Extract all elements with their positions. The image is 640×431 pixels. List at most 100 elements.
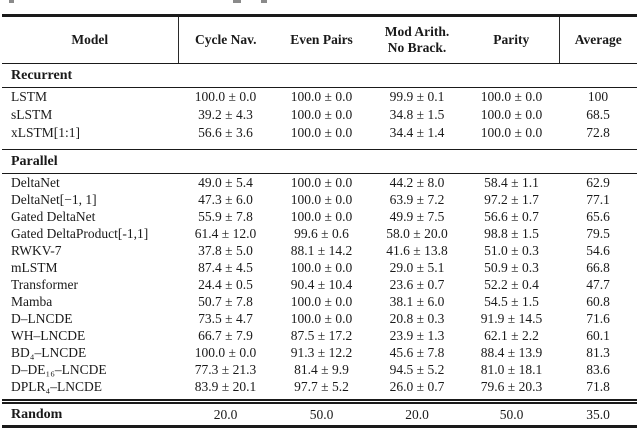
model-cell: D–DE₁₆–LNCDE (11, 361, 107, 377)
value-cell: 81.3 (586, 344, 610, 360)
value-cell: 100.0 ± 0.0 (290, 174, 353, 190)
value-cell: 34.8 ± 1.5 (389, 107, 445, 122)
table-row-deltanet-1-1: DeltaNet[−1, 1] 47.3 ± 6.0 100.0 ± 0.0 6… (2, 191, 637, 208)
col-header-parity: Parity (464, 15, 559, 64)
value-cell: 24.4 ± 0.5 (198, 276, 253, 292)
value-cell: 44.2 ± 8.0 (389, 174, 445, 190)
value-cell: 83.6 (586, 361, 610, 377)
model-cell: DPLR₄–LNCDE (11, 378, 102, 394)
table-row-rwkv7: RWKV-7 37.8 ± 5.0 88.1 ± 14.2 41.6 ± 13.… (2, 242, 637, 259)
table-row-lstm: LSTM 100.0 ± 0.0 100.0 ± 0.0 99.9 ± 0.1 … (2, 88, 637, 107)
value-cell: 81.0 ± 18.1 (480, 361, 543, 377)
col-header-cycle-nav-label: Cycle Nav. (195, 32, 257, 48)
table-row-dplr4-lncde: DPLR₄–LNCDE 83.9 ± 20.1 97.7 ± 5.2 26.0 … (2, 378, 637, 395)
value-cell: 52.2 ± 0.4 (484, 276, 539, 292)
col-header-average: Average (558, 15, 637, 64)
value-cell: 90.4 ± 10.4 (290, 276, 353, 292)
value-cell: 91.9 ± 14.5 (480, 310, 543, 326)
value-cell: 38.1 ± 6.0 (389, 293, 445, 309)
value-cell: 34.4 ± 1.4 (389, 125, 445, 140)
value-cell: 29.0 ± 5.1 (389, 259, 445, 275)
table-row-random: Random 20.0 50.0 20.0 50.0 35.0 (2, 399, 637, 427)
col-header-model: Model (2, 15, 178, 64)
value-cell: 81.4 ± 9.9 (294, 361, 349, 377)
value-cell: 20.0 (178, 399, 273, 427)
caption-remnant (261, 0, 267, 3)
value-cell: 99.9 ± 0.1 (389, 89, 445, 104)
section-gap (2, 142, 637, 150)
section-title: Parallel (2, 149, 637, 174)
value-cell: 91.3 ± 12.2 (290, 344, 353, 360)
model-cell: RWKV-7 (11, 242, 62, 258)
model-cell: mLSTM (11, 259, 58, 275)
value-cell: 23.9 ± 1.3 (389, 327, 445, 343)
header-row: Model Cycle Nav. Even Pairs Mod Arith. No… (2, 15, 637, 64)
value-cell: 62.9 (586, 174, 610, 190)
value-cell: 63.9 ± 7.2 (389, 191, 445, 207)
section-title: Recurrent (2, 63, 637, 88)
value-cell: 100.0 ± 0.0 (290, 125, 353, 140)
value-cell: 88.4 ± 13.9 (480, 344, 543, 360)
value-cell: 37.8 ± 5.0 (198, 242, 253, 258)
value-cell: 65.6 (586, 208, 610, 224)
table-row-slstm: sLSTM 39.2 ± 4.3 100.0 ± 0.0 34.8 ± 1.5 … (2, 106, 637, 124)
value-cell: 100.0 ± 0.0 (290, 107, 353, 122)
value-cell: 97.7 ± 5.2 (294, 378, 349, 394)
value-cell: 71.6 (586, 310, 610, 326)
value-cell: 54.5 ± 1.5 (484, 293, 539, 309)
value-cell: 99.6 ± 0.6 (294, 225, 349, 241)
value-cell: 50.0 (464, 399, 559, 427)
value-cell: 56.6 ± 0.7 (484, 208, 539, 224)
value-cell: 100.0 ± 0.0 (290, 293, 353, 309)
model-cell: LSTM (11, 89, 48, 104)
value-cell: 60.8 (586, 293, 610, 309)
table-row-xlstm: xLSTM[1:1] 56.6 ± 3.6 100.0 ± 0.0 34.4 ±… (2, 124, 637, 142)
value-cell: 83.9 ± 20.1 (194, 378, 257, 394)
value-cell: 62.1 ± 2.2 (484, 327, 539, 343)
value-cell: 23.6 ± 0.7 (389, 276, 445, 292)
table-row-mamba: Mamba 50.7 ± 7.8 100.0 ± 0.0 38.1 ± 6.0 … (2, 293, 637, 310)
col-header-even-pairs-label: Even Pairs (290, 32, 353, 48)
value-cell: 94.5 ± 5.2 (389, 361, 445, 377)
value-cell: 68.5 (586, 107, 610, 122)
col-header-cycle-nav: Cycle Nav. (177, 15, 273, 64)
value-cell: 98.8 ± 1.5 (484, 225, 539, 241)
value-cell: 49.9 ± 7.5 (389, 208, 445, 224)
value-cell: 100.0 ± 0.0 (480, 125, 543, 140)
model-cell: BD₄–LNCDE (11, 344, 87, 360)
model-cell: DeltaNet (11, 174, 60, 190)
value-cell: 97.2 ± 1.7 (484, 191, 539, 207)
value-cell: 77.3 ± 21.3 (194, 361, 257, 377)
value-cell: 47.3 ± 6.0 (198, 191, 253, 207)
model-cell: Mamba (11, 293, 53, 309)
value-cell: 73.5 ± 4.7 (198, 310, 253, 326)
value-cell: 77.1 (586, 191, 610, 207)
value-cell: 50.7 ± 7.8 (198, 293, 253, 309)
table-row-gated-deltaproduct: Gated DeltaProduct[-1,1] 61.4 ± 12.0 99.… (2, 225, 637, 242)
value-cell: 100.0 ± 0.0 (290, 259, 353, 275)
col-header-mod-arith: Mod Arith. No Brack. (370, 15, 464, 64)
value-cell: 71.8 (586, 378, 610, 394)
model-cell: xLSTM[1:1] (11, 125, 80, 140)
value-cell: 100.0 ± 0.0 (480, 107, 543, 122)
model-cell: Random (2, 399, 178, 427)
model-cell: Transformer (11, 276, 78, 292)
value-cell: 50.0 (273, 399, 370, 427)
model-cell: DeltaNet[−1, 1] (11, 191, 97, 207)
table-row-bd4-lncde: BD₄–LNCDE 100.0 ± 0.0 91.3 ± 12.2 45.6 ±… (2, 344, 637, 361)
col-header-average-label: Average (574, 32, 622, 48)
model-cell: Gated DeltaProduct[-1,1] (11, 225, 149, 241)
model-cell: sLSTM (11, 107, 53, 122)
value-cell: 100.0 ± 0.0 (290, 310, 353, 326)
value-cell: 88.1 ± 14.2 (290, 242, 353, 258)
value-cell: 54.6 (586, 242, 610, 258)
value-cell: 100.0 ± 0.0 (290, 191, 353, 207)
caption-remnant (9, 0, 14, 3)
value-cell: 100.0 ± 0.0 (194, 344, 257, 360)
value-cell: 35.0 (559, 399, 637, 427)
value-cell: 100.0 ± 0.0 (480, 89, 543, 104)
value-cell: 39.2 ± 4.3 (198, 107, 253, 122)
results-table: Model Cycle Nav. Even Pairs Mod Arith. No… (2, 14, 637, 428)
col-header-mod-arith-line1: Mod Arith. (384, 24, 450, 40)
